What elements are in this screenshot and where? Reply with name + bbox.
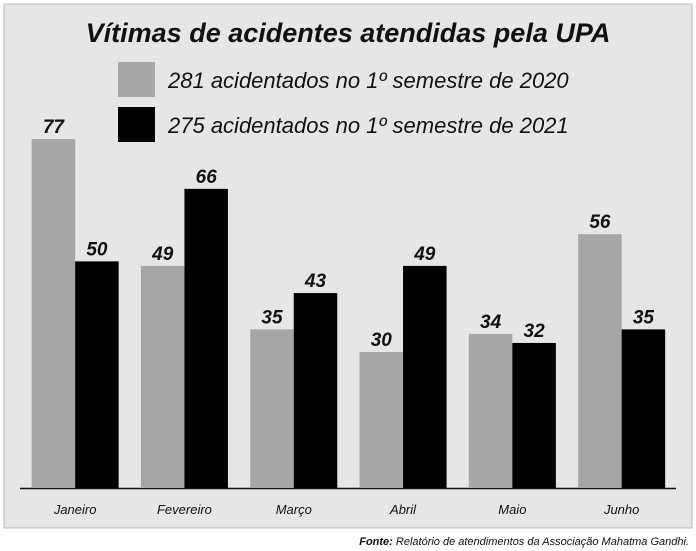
bar — [468, 333, 513, 488]
x-tick-label: Junho — [603, 502, 639, 517]
bar — [359, 352, 404, 488]
source: Fonte: Relatório de atendimentos da Asso… — [359, 536, 689, 548]
value-label: 49 — [413, 244, 436, 265]
value-label: 66 — [196, 167, 218, 188]
bar — [293, 293, 338, 488]
x-tick-label: Fevereiro — [157, 502, 212, 517]
x-tick-label: Abril — [389, 502, 417, 517]
bar — [250, 329, 294, 488]
value-label: 35 — [261, 307, 283, 328]
legend-label: 281 acidentados no 1º semestre de 2020 — [167, 68, 569, 93]
legend-swatch — [118, 62, 155, 97]
value-label: 43 — [304, 271, 327, 292]
bar — [403, 265, 447, 488]
bar — [512, 342, 556, 488]
value-label: 35 — [633, 307, 655, 328]
value-label: 50 — [86, 239, 108, 260]
x-tick-label: Março — [276, 502, 312, 517]
x-tick-label: Janeiro — [53, 502, 97, 517]
bar — [578, 234, 622, 488]
value-label: 30 — [371, 330, 393, 351]
value-label: 34 — [480, 312, 502, 333]
bar — [31, 139, 76, 488]
value-label: 49 — [151, 244, 174, 265]
x-tick-label: Maio — [498, 502, 526, 517]
bar — [140, 265, 185, 488]
value-label: 77 — [43, 117, 66, 138]
legend-swatch — [118, 107, 155, 142]
legend-label: 275 acidentados no 1º semestre de 2021 — [167, 113, 569, 138]
bar — [75, 261, 119, 488]
bar — [184, 188, 228, 488]
source-text: Relatório de atendimentos da Associação … — [396, 536, 689, 548]
value-label: 32 — [524, 321, 546, 342]
chart-title: Vítimas de acidentes atendidas pela UPA — [86, 18, 611, 48]
bar — [621, 329, 666, 488]
source-label: Fonte: — [359, 536, 393, 548]
value-label: 56 — [589, 212, 611, 233]
